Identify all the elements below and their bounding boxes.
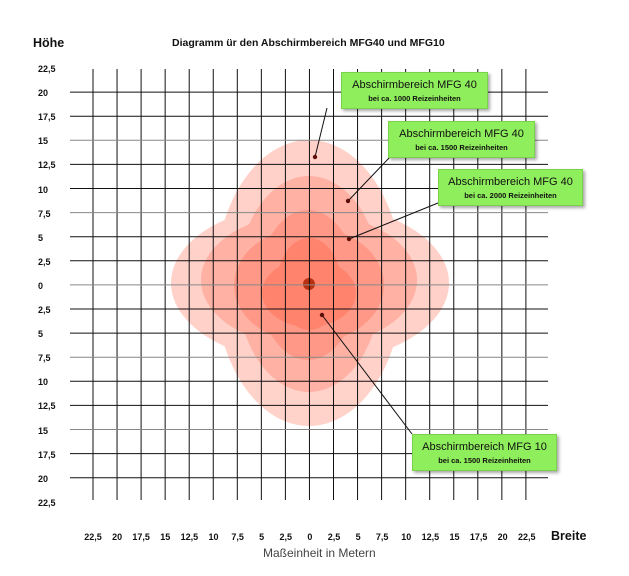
y-tick-label: 22,5 bbox=[38, 64, 56, 74]
x-tick-label: 7,5 bbox=[375, 532, 389, 542]
callout-pointer bbox=[314, 107, 328, 158]
x-tick-label: 20 bbox=[112, 532, 123, 542]
callout-mfg10-1500: Abschirmbereich MFG 10 bei ca. 1500 Reiz… bbox=[412, 434, 557, 471]
y-tick-label: 12,5 bbox=[38, 160, 56, 171]
callout-pointer bbox=[348, 202, 439, 240]
callout-mfg40-1000: Abschirmbereich MFG 40 bei ca. 1000 Reiz… bbox=[341, 72, 488, 109]
y-tick-label: 20 bbox=[38, 473, 49, 484]
y-tick-label: 15 bbox=[38, 136, 49, 147]
y-tick-label: 2,5 bbox=[38, 305, 51, 315]
callout-anchor-dot bbox=[312, 154, 318, 160]
y-tick-label: 12,5 bbox=[38, 401, 56, 412]
x-tick-label: 0 bbox=[307, 532, 313, 542]
unit-label: Maßeinheit in Metern bbox=[263, 546, 376, 560]
y-tick-label: 15 bbox=[38, 425, 49, 436]
x-tick-label: 7,5 bbox=[231, 532, 244, 542]
diagram-title: Diagramm ür den Abschirmbereich MFG40 un… bbox=[172, 37, 445, 49]
y-tick-label: 10 bbox=[38, 377, 49, 388]
y-tick-label: 7,5 bbox=[38, 208, 51, 219]
callout-subtitle: bei ca. 1000 Reizeinheiten bbox=[368, 94, 461, 103]
x-tick-label: 2,5 bbox=[327, 532, 341, 542]
callout-title: Abschirmbereich MFG 10 bbox=[422, 441, 547, 453]
callout-subtitle: bei ca. 2000 Reizeinheiten bbox=[464, 191, 557, 200]
callout-title: Abschirmbereich MFG 40 bbox=[448, 176, 573, 188]
y-tick-label: 5 bbox=[38, 232, 44, 243]
x-tick-label: 17,5 bbox=[132, 532, 150, 542]
callout-anchor-dot bbox=[346, 236, 352, 242]
y-tick-label: 5 bbox=[38, 329, 44, 340]
x-tick-label: 12,5 bbox=[180, 532, 199, 542]
callout-title: Abschirmbereich MFG 40 bbox=[352, 79, 477, 91]
x-tick-label: 5 bbox=[355, 532, 361, 542]
y-tick-label: 17,5 bbox=[38, 449, 56, 460]
x-tick-label: 10 bbox=[401, 532, 412, 542]
x-tick-label: 22,5 bbox=[518, 532, 536, 542]
x-axis-title: Breite bbox=[551, 529, 587, 543]
x-tick-label: 22,5 bbox=[84, 532, 102, 542]
callout-anchor-dot bbox=[345, 198, 351, 204]
x-tick-label: 2,5 bbox=[279, 532, 293, 542]
y-tick-label: 10 bbox=[38, 184, 49, 195]
y-tick-label: 7,5 bbox=[38, 353, 51, 364]
y-tick-label: 2,5 bbox=[38, 256, 51, 267]
x-tick-label: 12,5 bbox=[421, 532, 440, 542]
x-tick-label: 5 bbox=[259, 532, 265, 542]
callout-anchor-dot bbox=[319, 312, 325, 318]
x-tick-label: 10 bbox=[208, 532, 219, 542]
x-tick-label: 15 bbox=[449, 532, 460, 542]
y-tick-label: 22,5 bbox=[38, 497, 56, 508]
callout-pointer bbox=[347, 156, 391, 202]
callout-mfg40-1500: Abschirmbereich MFG 40 bei ca. 1500 Reiz… bbox=[388, 121, 535, 158]
y-tick-label: 17,5 bbox=[38, 112, 56, 123]
x-tick-label: 15 bbox=[160, 532, 171, 542]
callout-mfg40-2000: Abschirmbereich MFG 40 bei ca. 2000 Reiz… bbox=[438, 169, 583, 206]
y-tick-label: 20 bbox=[38, 88, 49, 99]
y-axis-title: Höhe bbox=[33, 36, 65, 50]
x-tick-label: 20 bbox=[497, 532, 508, 542]
callout-subtitle: bei ca. 1500 Reizeinheiten bbox=[415, 143, 508, 152]
callout-title: Abschirmbereich MFG 40 bbox=[399, 128, 524, 140]
callout-subtitle: bei ca. 1500 Reizeinheiten bbox=[438, 456, 531, 465]
callout-pointer bbox=[321, 314, 413, 435]
x-tick-label: 17,5 bbox=[469, 532, 488, 542]
y-tick-label: 0 bbox=[38, 280, 44, 291]
